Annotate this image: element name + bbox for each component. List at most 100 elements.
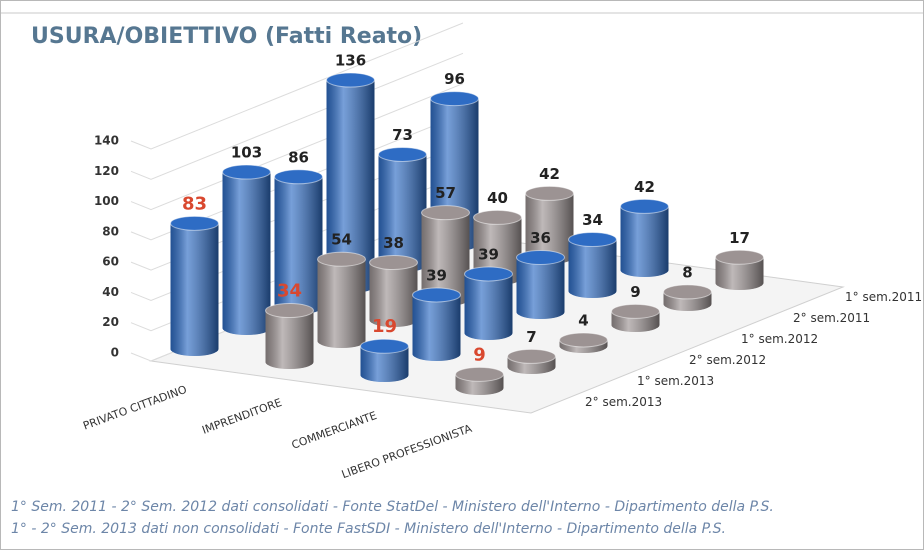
bar-top (559, 332, 608, 348)
value-label: 34 (277, 281, 302, 302)
value-label: 19 (372, 316, 397, 337)
category-label: COMMERCIANTE (290, 409, 379, 452)
value-label: 40 (487, 189, 508, 207)
bar-body-shade (170, 223, 219, 349)
bar-body-shade (222, 172, 271, 328)
bar-body-shade (326, 80, 375, 286)
bar-body-shade (464, 273, 513, 333)
bar (507, 348, 556, 374)
value-label: 39 (478, 245, 499, 263)
y-tick-label: 40 (102, 285, 119, 299)
bar-body-shade (620, 206, 669, 270)
bar (464, 266, 513, 340)
value-label: 34 (582, 211, 603, 229)
y-tick-label: 140 (94, 134, 119, 148)
bar-top (369, 254, 418, 270)
bar-top (611, 303, 660, 319)
bar (568, 232, 617, 298)
bar-top (274, 169, 323, 185)
value-label: 7 (526, 328, 536, 346)
category-label: PRIVATO CITTADINO (81, 383, 189, 433)
bar-body-shade (274, 176, 323, 307)
value-label: 17 (729, 229, 750, 247)
category-label: IMPRENDITORE (200, 396, 283, 437)
value-label: 9 (630, 283, 640, 301)
depth-label: 1° sem.2013 (637, 374, 714, 388)
bar-top (473, 209, 522, 225)
bar-top (360, 338, 409, 354)
value-label: 4 (578, 311, 588, 329)
value-label: 9 (473, 344, 486, 365)
bar-body-shade (516, 257, 565, 312)
value-label: 96 (444, 70, 465, 88)
value-label: 38 (383, 234, 404, 252)
y-tick-label: 100 (94, 194, 119, 208)
value-label: 73 (392, 126, 413, 144)
value-label: 86 (288, 148, 309, 166)
bar-body-shade (412, 294, 461, 354)
y-tick-label: 60 (102, 255, 119, 269)
chart-title: USURA/OBIETTIVO (Fatti Reato) (31, 24, 422, 49)
bar-body-shade (421, 212, 470, 299)
bar-top (378, 146, 427, 162)
value-label: 83 (182, 193, 207, 214)
bar (378, 146, 427, 272)
bar-body-shade (525, 193, 574, 257)
value-label: 42 (539, 165, 560, 183)
bar-top (663, 284, 712, 300)
depth-label: 2° sem.2012 (689, 353, 766, 367)
bar (222, 164, 271, 335)
bar-top (525, 185, 574, 201)
bar-top (455, 366, 504, 382)
depth-label: 2° sem.2011 (793, 311, 870, 325)
note: 1° Sem. 2011 - 2° Sem. 2012 dati consoli… (11, 499, 774, 515)
bar-body-shade (378, 154, 427, 265)
bar (620, 198, 669, 277)
bar (663, 284, 712, 311)
bar-body-shade (317, 259, 366, 341)
bar (516, 249, 565, 319)
depth-label: 1° sem.2011 (845, 290, 922, 304)
bar-top (620, 198, 669, 214)
note: 1° - 2° Sem. 2013 dati non consolidati -… (11, 521, 726, 537)
y-tick-label: 120 (94, 164, 119, 178)
bar-body-shade (369, 262, 418, 320)
bar (611, 303, 660, 332)
bar-body-shade (265, 310, 314, 362)
bar-body-shade (568, 239, 617, 291)
bar (274, 169, 323, 314)
bar-top (421, 205, 470, 221)
depth-label: 1° sem.2012 (741, 332, 818, 346)
bar-top (170, 215, 219, 231)
bar (369, 254, 418, 327)
bar-top (464, 266, 513, 282)
bar-top (507, 348, 556, 364)
y-tick-label: 20 (102, 315, 119, 329)
bar (317, 251, 366, 348)
bar-top (430, 91, 479, 107)
y-tick-label: 0 (111, 346, 119, 360)
bar-top (326, 72, 375, 88)
value-label: 36 (530, 229, 551, 247)
value-label: 136 (335, 52, 366, 70)
value-label: 103 (231, 144, 262, 162)
bar (170, 215, 219, 356)
bar (360, 338, 409, 382)
grid-line (130, 22, 464, 150)
bar (455, 366, 504, 395)
y-tick-label: 80 (102, 224, 119, 238)
bar (715, 249, 764, 290)
value-label: 57 (435, 184, 456, 202)
value-label: 42 (634, 178, 655, 196)
bar (559, 332, 608, 353)
bar (265, 303, 314, 369)
bar-top (222, 164, 271, 180)
depth-label: 2° sem.2013 (585, 395, 662, 409)
bar-top (317, 251, 366, 267)
bar (412, 287, 461, 361)
bar-top (568, 232, 617, 248)
value-label: 54 (331, 231, 352, 249)
value-label: 39 (426, 266, 447, 284)
